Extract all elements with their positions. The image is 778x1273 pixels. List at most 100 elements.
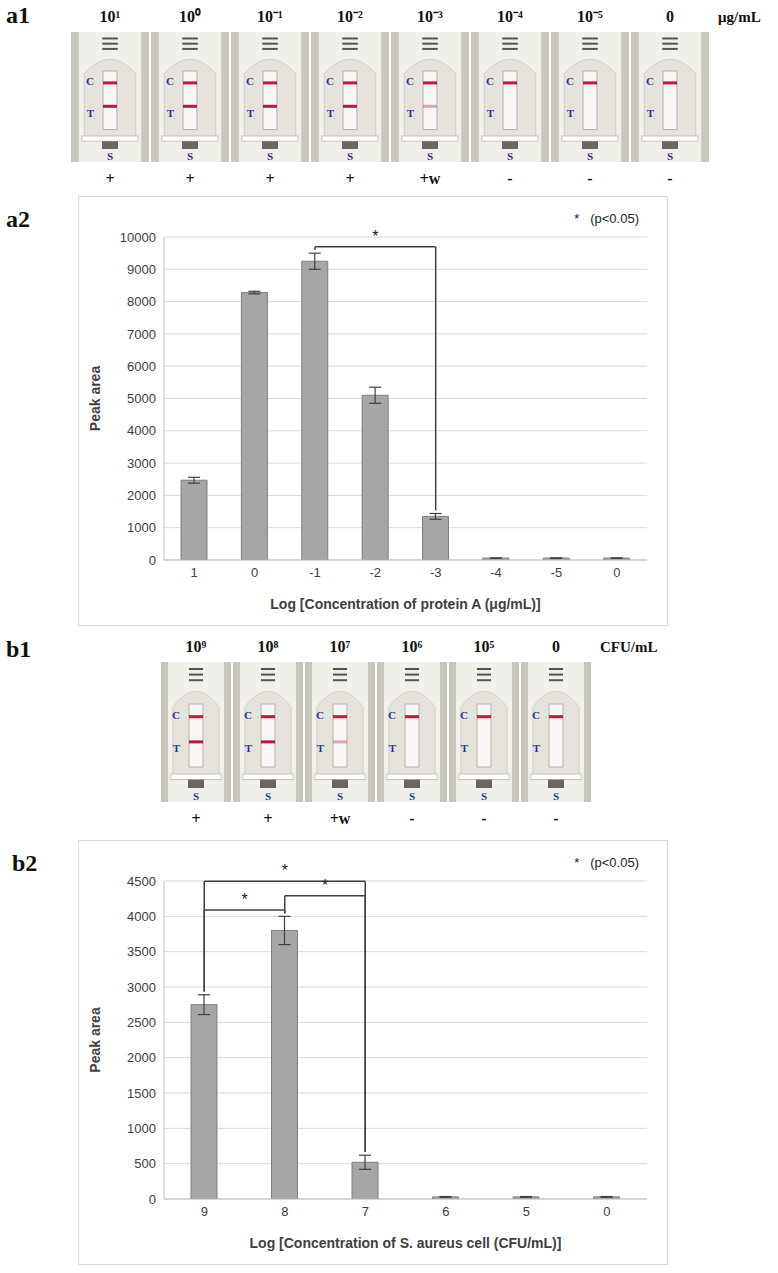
svg-text:-: -	[409, 810, 414, 827]
svg-text:S: S	[409, 790, 415, 802]
svg-text:S: S	[481, 790, 487, 802]
svg-text:C: C	[486, 75, 494, 87]
svg-text:T: T	[461, 742, 469, 754]
svg-text:2500: 2500	[127, 1015, 156, 1030]
svg-text:5: 5	[523, 1204, 530, 1219]
svg-text:-4: -4	[490, 565, 502, 580]
svg-text:T: T	[173, 742, 181, 754]
svg-text:S: S	[267, 150, 273, 162]
svg-text:1500: 1500	[127, 1086, 156, 1101]
svg-text:T: T	[647, 107, 655, 119]
svg-text:μg/mL: μg/mL	[718, 9, 761, 25]
svg-text:C: C	[172, 709, 180, 721]
svg-text:10⁻³: 10⁻³	[417, 8, 443, 25]
svg-text:4500: 4500	[127, 874, 156, 889]
svg-text:+: +	[185, 170, 194, 187]
svg-text:T: T	[167, 107, 175, 119]
svg-text:Peak area: Peak area	[87, 1007, 103, 1073]
svg-text:10000: 10000	[120, 230, 156, 245]
svg-text:10⁰: 10⁰	[179, 8, 201, 25]
svg-text:10⁻⁵: 10⁻⁵	[577, 8, 603, 25]
svg-text:3500: 3500	[127, 944, 156, 959]
svg-text:0: 0	[149, 1192, 156, 1207]
svg-text:1000: 1000	[127, 520, 156, 535]
svg-text:0: 0	[251, 565, 258, 580]
svg-text:0: 0	[603, 1204, 610, 1219]
svg-text:1: 1	[191, 565, 198, 580]
svg-text:Log [Concentration of protein: Log [Concentration of protein A (μg/mL)]	[270, 596, 540, 612]
svg-text:CFU/mL: CFU/mL	[600, 639, 658, 655]
svg-text:*: *	[282, 862, 288, 879]
svg-text:S: S	[193, 790, 199, 802]
svg-text:S: S	[507, 150, 513, 162]
svg-text:S: S	[553, 790, 559, 802]
svg-text:0: 0	[666, 8, 674, 25]
svg-text:10⁸: 10⁸	[258, 638, 279, 655]
svg-text:C: C	[86, 75, 94, 87]
svg-text:T: T	[245, 742, 253, 754]
svg-text:S: S	[667, 150, 673, 162]
svg-text:9000: 9000	[127, 262, 156, 277]
svg-text:C: C	[244, 709, 252, 721]
svg-text:10⁻⁴: 10⁻⁴	[497, 8, 523, 25]
svg-text:5000: 5000	[127, 391, 156, 406]
svg-text:500: 500	[134, 1156, 156, 1171]
svg-text:Log [Concentration of S. aureu: Log [Concentration of S. aureus cell (CF…	[250, 1235, 562, 1251]
svg-text:-1: -1	[309, 565, 321, 580]
svg-text:1000: 1000	[127, 1121, 156, 1136]
svg-text:6: 6	[442, 1204, 449, 1219]
svg-text:T: T	[533, 742, 541, 754]
svg-text:S: S	[347, 150, 353, 162]
svg-text:S: S	[265, 790, 271, 802]
svg-text:0: 0	[149, 553, 156, 568]
svg-text:C: C	[246, 75, 254, 87]
svg-text:C: C	[388, 709, 396, 721]
svg-text:+w: +w	[330, 810, 351, 827]
svg-text:-: -	[507, 170, 512, 187]
svg-text:-3: -3	[430, 565, 442, 580]
svg-text:T: T	[407, 107, 415, 119]
svg-text:10⁷: 10⁷	[330, 638, 351, 655]
svg-text:8: 8	[281, 1204, 288, 1219]
svg-text:T: T	[567, 107, 575, 119]
svg-text:T: T	[327, 107, 335, 119]
svg-text:C: C	[532, 709, 540, 721]
svg-text:0: 0	[552, 638, 560, 655]
svg-text:10⁻²: 10⁻²	[337, 8, 363, 25]
svg-text:T: T	[87, 107, 95, 119]
svg-text:S: S	[337, 790, 343, 802]
svg-text:T: T	[389, 742, 397, 754]
svg-text:+: +	[191, 810, 200, 827]
svg-text:-: -	[553, 810, 558, 827]
svg-text:-: -	[587, 170, 592, 187]
svg-text:S: S	[427, 150, 433, 162]
svg-text:S: S	[587, 150, 593, 162]
svg-text:+: +	[345, 170, 354, 187]
svg-text:10⁵: 10⁵	[474, 638, 495, 655]
svg-text:-2: -2	[370, 565, 382, 580]
svg-text:10⁹: 10⁹	[186, 638, 207, 655]
svg-text:+: +	[105, 170, 114, 187]
svg-text:7: 7	[362, 1204, 369, 1219]
svg-text:4000: 4000	[127, 909, 156, 924]
svg-text:2000: 2000	[127, 488, 156, 503]
svg-text:T: T	[487, 107, 495, 119]
svg-text:S: S	[187, 150, 193, 162]
svg-text:7000: 7000	[127, 327, 156, 342]
svg-text:Peak area: Peak area	[87, 366, 103, 432]
svg-text:*: *	[322, 877, 328, 894]
svg-text:T: T	[317, 742, 325, 754]
svg-text:2000: 2000	[127, 1050, 156, 1065]
svg-text:3000: 3000	[127, 980, 156, 995]
svg-text:-: -	[667, 170, 672, 187]
svg-text:9: 9	[201, 1204, 208, 1219]
svg-text:C: C	[646, 75, 654, 87]
svg-text:C: C	[326, 75, 334, 87]
svg-text:8000: 8000	[127, 294, 156, 309]
svg-text:10¹: 10¹	[100, 8, 121, 25]
svg-text:C: C	[460, 709, 468, 721]
svg-text:0: 0	[613, 565, 620, 580]
svg-text:C: C	[566, 75, 574, 87]
svg-text:6000: 6000	[127, 359, 156, 374]
svg-text:C: C	[166, 75, 174, 87]
